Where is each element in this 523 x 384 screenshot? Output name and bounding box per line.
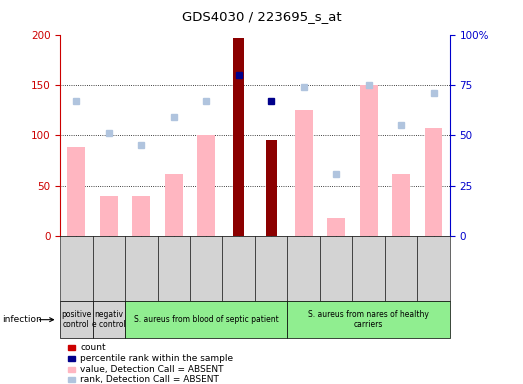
Text: value, Detection Call = ABSENT: value, Detection Call = ABSENT [80,364,223,374]
Bar [233,38,244,236]
Bar [67,147,85,236]
Bar [197,136,215,236]
Bar [360,85,378,236]
Text: count: count [80,343,106,352]
Text: infection: infection [3,315,42,324]
Text: negativ
e control: negativ e control [92,310,126,329]
Bar [295,110,313,236]
Text: S. aureus from blood of septic patient: S. aureus from blood of septic patient [134,315,279,324]
Bar [100,196,118,236]
Text: positive
control: positive control [61,310,92,329]
Text: S. aureus from nares of healthy
carriers: S. aureus from nares of healthy carriers [308,310,429,329]
Bar [266,141,277,236]
Bar [327,218,345,236]
Bar [425,128,442,236]
Text: GDS4030 / 223695_s_at: GDS4030 / 223695_s_at [181,10,342,23]
Bar [132,196,150,236]
Text: percentile rank within the sample: percentile rank within the sample [80,354,233,363]
Bar [392,174,410,236]
Text: rank, Detection Call = ABSENT: rank, Detection Call = ABSENT [80,375,219,384]
Bar [165,174,183,236]
